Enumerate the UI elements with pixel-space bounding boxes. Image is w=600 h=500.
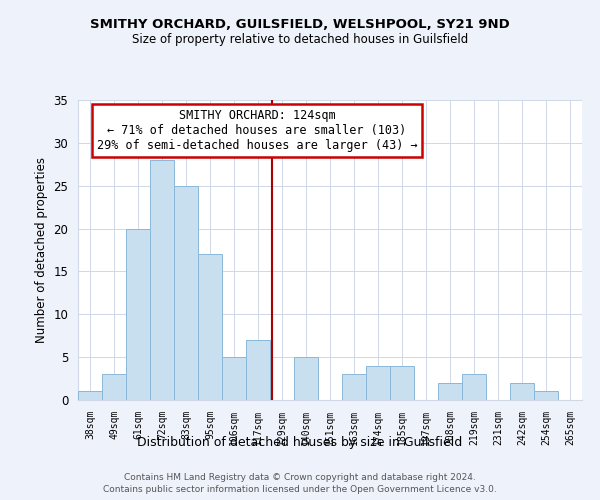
Bar xyxy=(462,374,486,400)
Text: SMITHY ORCHARD, GUILSFIELD, WELSHPOOL, SY21 9ND: SMITHY ORCHARD, GUILSFIELD, WELSHPOOL, S… xyxy=(90,18,510,30)
Bar xyxy=(294,357,318,400)
Bar xyxy=(510,383,534,400)
Bar xyxy=(366,366,390,400)
Bar xyxy=(102,374,126,400)
Bar xyxy=(534,392,558,400)
Text: Distribution of detached houses by size in Guilsfield: Distribution of detached houses by size … xyxy=(137,436,463,449)
Text: SMITHY ORCHARD: 124sqm
← 71% of detached houses are smaller (103)
29% of semi-de: SMITHY ORCHARD: 124sqm ← 71% of detached… xyxy=(97,109,417,152)
Bar xyxy=(150,160,174,400)
Text: Contains HM Land Registry data © Crown copyright and database right 2024.: Contains HM Land Registry data © Crown c… xyxy=(124,472,476,482)
Bar xyxy=(342,374,366,400)
Bar xyxy=(78,392,102,400)
Bar xyxy=(222,357,246,400)
Y-axis label: Number of detached properties: Number of detached properties xyxy=(35,157,48,343)
Bar xyxy=(126,228,150,400)
Bar xyxy=(174,186,198,400)
Text: Size of property relative to detached houses in Guilsfield: Size of property relative to detached ho… xyxy=(132,32,468,46)
Bar xyxy=(246,340,270,400)
Text: Contains public sector information licensed under the Open Government Licence v3: Contains public sector information licen… xyxy=(103,485,497,494)
Bar xyxy=(198,254,222,400)
Bar xyxy=(390,366,414,400)
Bar xyxy=(438,383,462,400)
